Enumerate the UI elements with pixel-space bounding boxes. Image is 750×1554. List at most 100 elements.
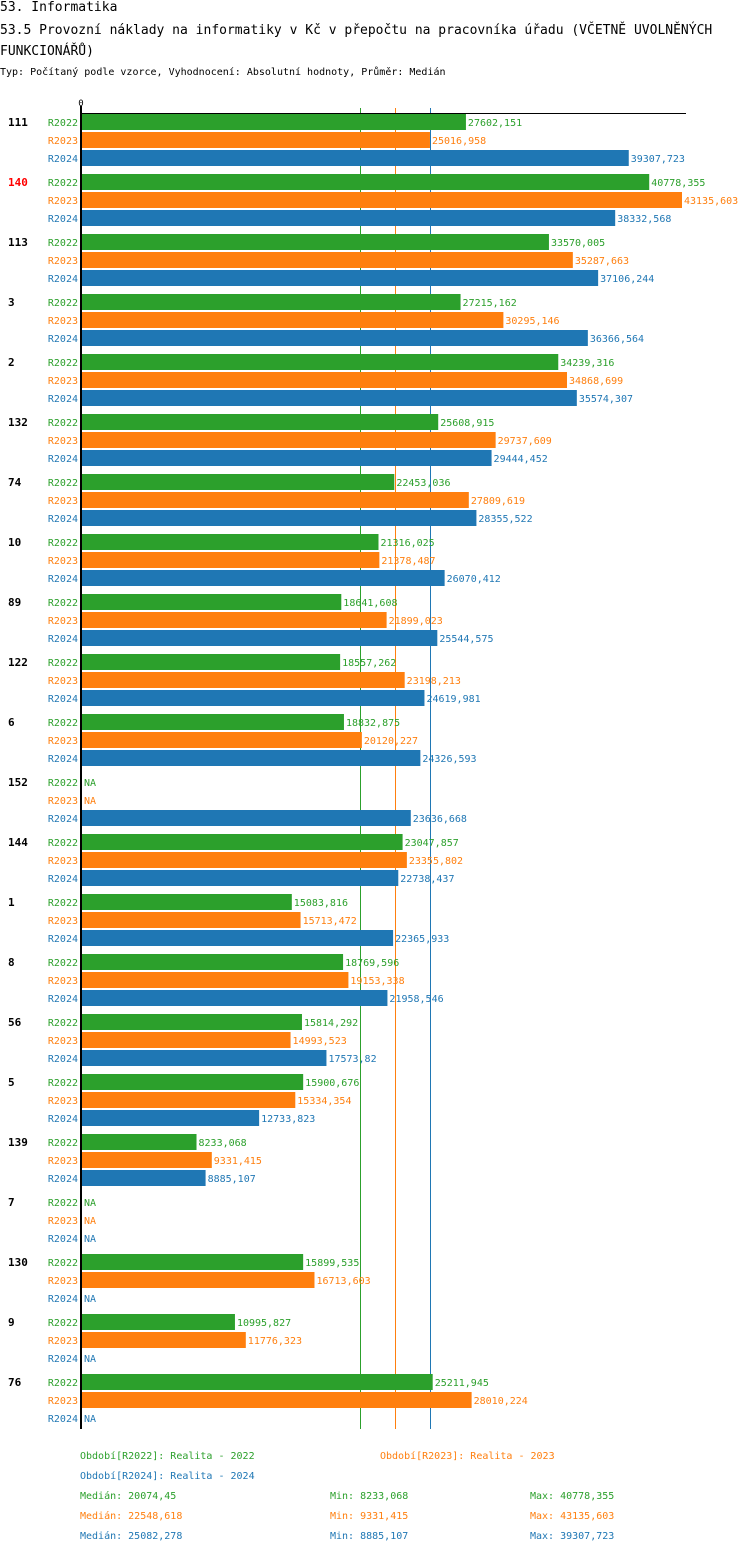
series-label: R2023 xyxy=(48,1096,78,1107)
bar-r2022 xyxy=(82,1014,302,1030)
category-label: 2 xyxy=(8,356,15,369)
data-label: 25608,915 xyxy=(440,418,494,429)
series-label: R2023 xyxy=(48,1396,78,1407)
data-label: 15814,292 xyxy=(304,1018,358,1029)
series-label: R2024 xyxy=(48,1174,78,1185)
data-label: NA xyxy=(84,1216,96,1227)
series-label: R2024 xyxy=(48,214,78,225)
bar-r2024 xyxy=(82,990,388,1006)
stat-min-r2023: Min: 9331,415 xyxy=(330,1511,409,1522)
bar-r2023 xyxy=(82,552,380,568)
chart-title: 53.5 Provozní náklady na informatiky v K… xyxy=(0,23,713,59)
bar-r2022 xyxy=(82,1374,433,1390)
series-label: R2023 xyxy=(48,676,78,687)
bar-r2023 xyxy=(82,672,405,688)
bar-r2023 xyxy=(82,732,362,748)
series-label: R2023 xyxy=(48,316,78,327)
bar-r2024 xyxy=(82,570,445,586)
category-label: 140 xyxy=(8,176,28,189)
data-label: 43135,603 xyxy=(684,196,738,207)
data-label: 34239,316 xyxy=(560,358,614,369)
legend-period-r2022: Období[R2022]: Realita - 2022 xyxy=(80,1451,255,1462)
series-label: R2023 xyxy=(48,1036,78,1047)
data-label: 18832,875 xyxy=(346,718,400,729)
bar-r2024 xyxy=(82,450,492,466)
series-label: R2023 xyxy=(48,376,78,387)
series-label: R2022 xyxy=(48,178,78,189)
data-label: NA xyxy=(84,796,96,807)
data-label: 27215,162 xyxy=(463,298,517,309)
series-label: R2024 xyxy=(48,454,78,465)
category-label: 74 xyxy=(8,476,22,489)
series-label: R2022 xyxy=(48,718,78,729)
series-label: R2024 xyxy=(48,1414,78,1425)
series-label: R2022 xyxy=(48,298,78,309)
bar-r2024 xyxy=(82,1050,327,1066)
bar-r2023 xyxy=(82,1092,296,1108)
stat-max-r2023: Max: 43135,603 xyxy=(530,1511,615,1522)
category-label: 10 xyxy=(8,536,21,549)
bar-r2023 xyxy=(82,132,430,148)
data-label: 14993,523 xyxy=(293,1036,347,1047)
data-label: 24619,981 xyxy=(426,694,480,705)
bar-r2022 xyxy=(82,1134,197,1150)
bar-r2022 xyxy=(82,954,344,970)
chart-subtitle: Typ: Počítaný podle vzorce, Vyhodnocení:… xyxy=(0,67,446,78)
category-label: 56 xyxy=(8,1016,22,1029)
data-label: 22365,933 xyxy=(395,934,449,945)
data-label: 11776,323 xyxy=(248,1336,302,1347)
series-label: R2024 xyxy=(48,994,78,1005)
series-label: R2023 xyxy=(48,616,78,627)
bar-r2023 xyxy=(82,252,573,268)
stat-max-r2022: Max: 40778,355 xyxy=(530,1491,615,1502)
series-label: R2024 xyxy=(48,754,78,765)
category-label: 130 xyxy=(8,1256,28,1269)
series-label: R2022 xyxy=(48,478,78,489)
bar-r2022 xyxy=(82,174,650,190)
series-label: R2024 xyxy=(48,1114,78,1125)
data-label: 22453,036 xyxy=(396,478,450,489)
bar-r2022 xyxy=(82,534,379,550)
bar-r2024 xyxy=(82,510,477,526)
category-label: 113 xyxy=(8,236,28,249)
category-label: 152 xyxy=(8,776,28,789)
data-label: 15900,676 xyxy=(305,1078,359,1089)
data-label: 30295,146 xyxy=(505,316,559,327)
bar-r2022 xyxy=(82,414,439,430)
bar-r2022 xyxy=(82,834,403,850)
series-label: R2024 xyxy=(48,1234,78,1245)
series-label: R2023 xyxy=(48,556,78,567)
data-label: 29737,609 xyxy=(498,436,552,447)
data-label: 34868,699 xyxy=(569,376,623,387)
data-label: 8233,068 xyxy=(199,1138,247,1149)
bar-r2022 xyxy=(82,114,466,130)
category-label: 3 xyxy=(8,296,15,309)
series-label: R2024 xyxy=(48,934,78,945)
bar-r2024 xyxy=(82,810,411,826)
series-label: R2023 xyxy=(48,496,78,507)
series-label: R2022 xyxy=(48,898,78,909)
bar-r2024 xyxy=(82,150,629,166)
category-label: 76 xyxy=(8,1376,22,1389)
data-label: NA xyxy=(84,1294,96,1305)
bar-r2022 xyxy=(82,294,461,310)
category-label: 111 xyxy=(8,116,28,129)
stat-min-r2024: Min: 8885,107 xyxy=(330,1531,409,1542)
bar-r2022 xyxy=(82,234,549,250)
data-label: 15083,816 xyxy=(294,898,348,909)
series-label: R2023 xyxy=(48,1216,78,1227)
data-label: 15713,472 xyxy=(303,916,357,927)
data-label: NA xyxy=(84,1414,96,1425)
series-label: R2024 xyxy=(48,514,78,525)
data-label: 18769,596 xyxy=(345,958,399,969)
data-label: NA xyxy=(84,778,96,789)
data-label: 21899,023 xyxy=(389,616,443,627)
series-label: R2023 xyxy=(48,1156,78,1167)
bar-r2022 xyxy=(82,594,342,610)
data-label: 38332,568 xyxy=(617,214,671,225)
data-label: 25211,945 xyxy=(435,1378,489,1389)
category-label: 122 xyxy=(8,656,28,669)
bar-r2022 xyxy=(82,654,341,670)
series-label: R2024 xyxy=(48,394,78,405)
series-label: R2024 xyxy=(48,274,78,285)
